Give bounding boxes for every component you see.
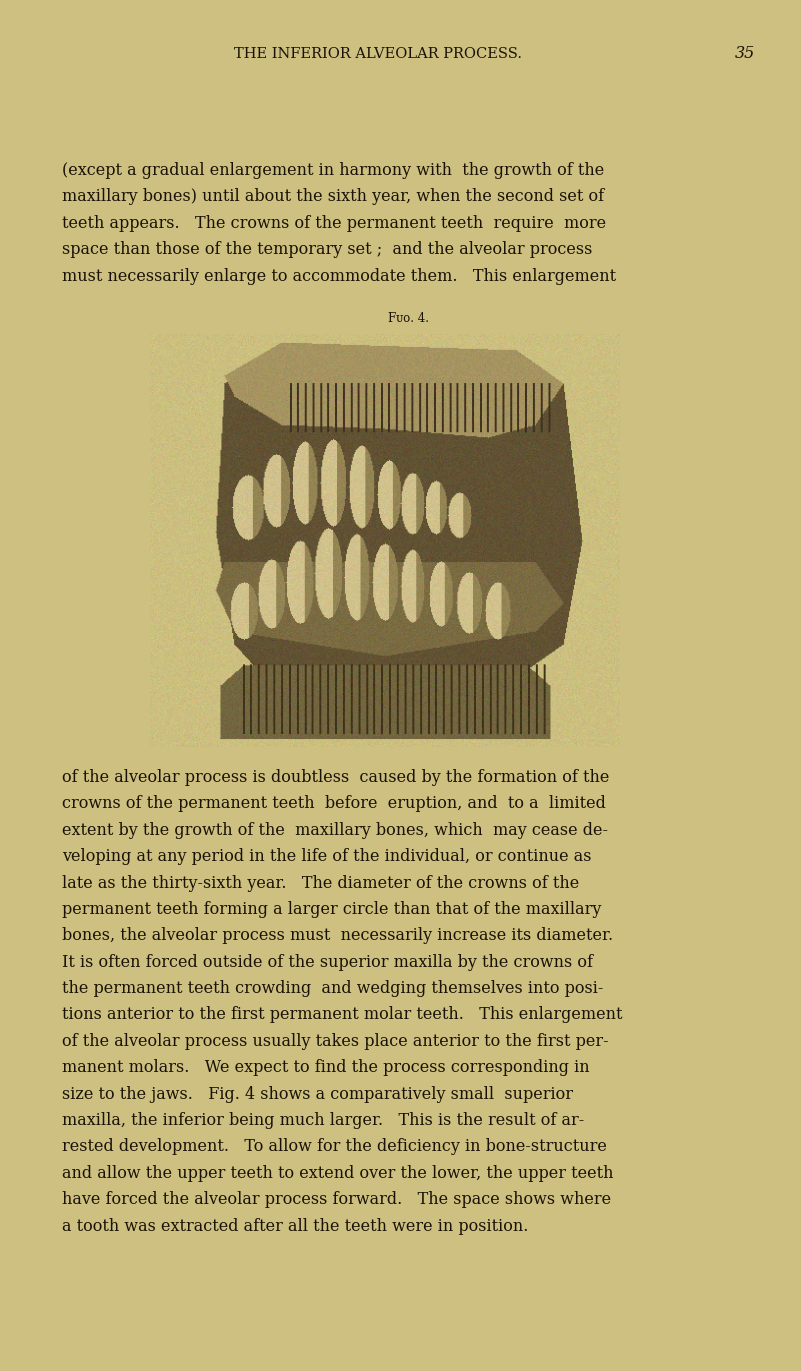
Text: and allow the upper teeth to extend over the lower, the upper teeth: and allow the upper teeth to extend over… [62,1165,614,1182]
Text: space than those of the temporary set ;  and the alveolar process: space than those of the temporary set ; … [62,241,593,258]
Text: maxillary bones) until about the sixth year, when the second set of: maxillary bones) until about the sixth y… [62,188,604,206]
Text: permanent teeth forming a larger circle than that of the maxillary: permanent teeth forming a larger circle … [62,901,602,919]
Text: rested development.   To allow for the deficiency in bone-structure: rested development. To allow for the def… [62,1138,607,1156]
Text: of the alveolar process usually takes place anterior to the first per-: of the alveolar process usually takes pl… [62,1032,609,1050]
Text: size to the jaws.   Fig. 4 shows a comparatively small  superior: size to the jaws. Fig. 4 shows a compara… [62,1086,573,1102]
Text: manent molars.   We expect to find the process corresponding in: manent molars. We expect to find the pro… [62,1060,590,1076]
Text: 35: 35 [735,45,755,62]
Text: of the alveolar process is doubtless  caused by the formation of the: of the alveolar process is doubtless cau… [62,769,610,786]
Text: have forced the alveolar process forward.   The space shows where: have forced the alveolar process forward… [62,1191,611,1208]
Text: late as the thirty-sixth year.   The diameter of the crowns of the: late as the thirty-sixth year. The diame… [62,875,579,891]
Text: Fᴜᴏ. 4.: Fᴜᴏ. 4. [388,313,429,325]
Text: a tooth was extracted after all the teeth were in position.: a tooth was extracted after all the teet… [62,1217,529,1234]
Text: (except a gradual enlargement in harmony with  the growth of the: (except a gradual enlargement in harmony… [62,162,604,180]
Text: It is often forced outside of the superior maxilla by the crowns of: It is often forced outside of the superi… [62,954,593,971]
Text: must necessarily enlarge to accommodate them.   This enlargement: must necessarily enlarge to accommodate … [62,267,616,285]
Text: tions anterior to the first permanent molar teeth.   This enlargement: tions anterior to the first permanent mo… [62,1006,622,1023]
Text: bones, the alveolar process must  necessarily increase its diameter.: bones, the alveolar process must necessa… [62,927,613,945]
Text: maxilla, the inferior being much larger.   This is the result of ar-: maxilla, the inferior being much larger.… [62,1112,584,1128]
Text: veloping at any period in the life of the individual, or continue as: veloping at any period in the life of th… [62,849,591,865]
Text: THE INFERIOR ALVEOLAR PROCESS.: THE INFERIOR ALVEOLAR PROCESS. [235,47,522,60]
Text: teeth appears.   The crowns of the permanent teeth  require  more: teeth appears. The crowns of the permane… [62,215,606,232]
Text: crowns of the permanent teeth  before  eruption, and  to a  limited: crowns of the permanent teeth before eru… [62,795,606,813]
Text: extent by the growth of the  maxillary bones, which  may cease de-: extent by the growth of the maxillary bo… [62,821,608,839]
Text: the permanent teeth crowding  and wedging themselves into posi-: the permanent teeth crowding and wedging… [62,980,603,997]
